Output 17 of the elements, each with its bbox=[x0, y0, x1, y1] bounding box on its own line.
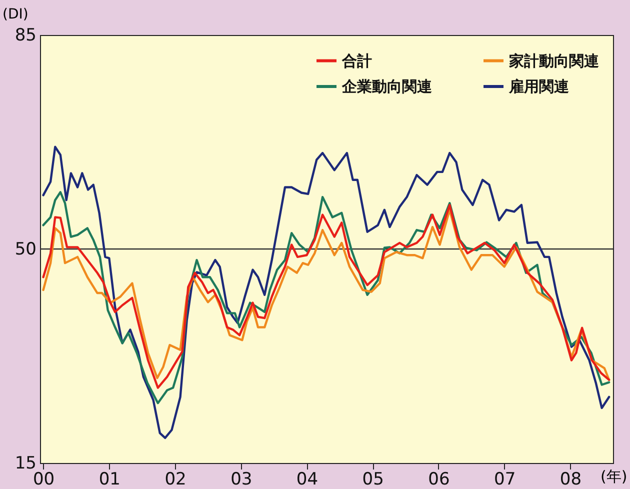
line-series bbox=[42, 146, 610, 440]
y-tick-label: 85 bbox=[14, 26, 36, 46]
x-tick-label: 06 bbox=[428, 470, 450, 489]
y-tick-label: 50 bbox=[14, 240, 36, 260]
legend-label: 企業動向関連 bbox=[341, 78, 433, 96]
x-tick-label: 02 bbox=[164, 470, 186, 489]
x-tick-label: 08 bbox=[560, 470, 582, 489]
x-tick-label: 04 bbox=[296, 470, 318, 489]
legend-label: 雇用関連 bbox=[508, 78, 570, 96]
x-tick-label: 07 bbox=[494, 470, 516, 489]
y-axis-title: (DI) bbox=[2, 6, 28, 22]
x-axis-title: (年) bbox=[600, 468, 628, 486]
x-tick-label: 01 bbox=[98, 470, 120, 489]
x-tick-label: 03 bbox=[230, 470, 252, 489]
x-tick-label: 05 bbox=[362, 470, 384, 489]
legend-label: 合計 bbox=[341, 52, 372, 70]
legend-label: 家計動向関連 bbox=[508, 52, 600, 70]
